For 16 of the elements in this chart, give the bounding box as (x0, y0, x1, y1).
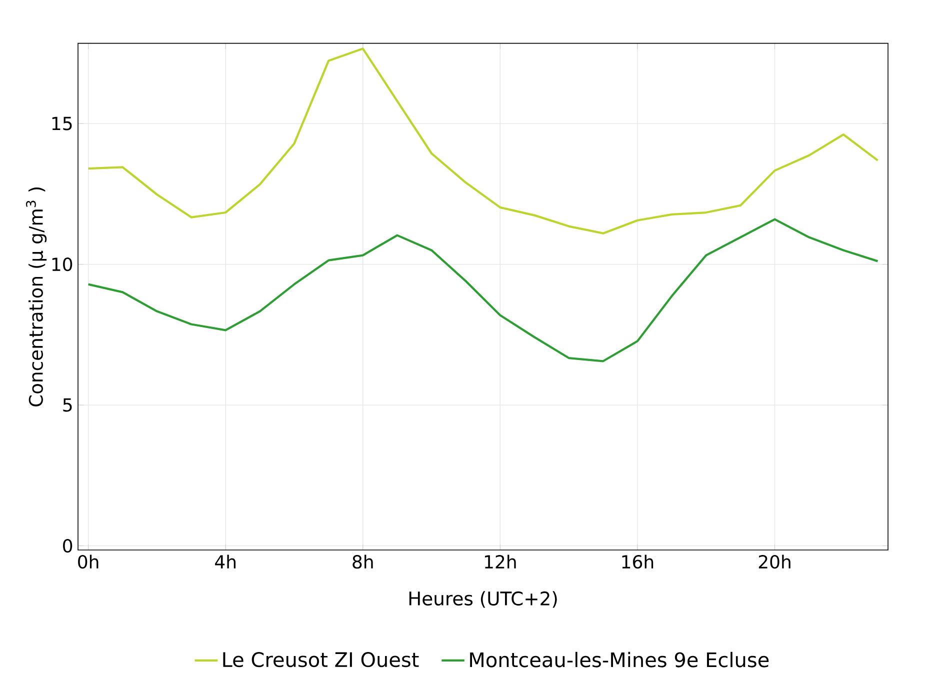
x-tick-label: 16h (622, 554, 654, 568)
x-axis-title: Heures (UTC+2) (409, 590, 557, 608)
y-tick-label: 0 (63, 538, 72, 552)
x-tick-label: 0h (78, 554, 98, 568)
legend-label: Le Creusot ZI Ouest (223, 652, 419, 667)
x-tick-label: 12h (485, 554, 516, 568)
y-tick-label: 15 (52, 116, 72, 130)
line-series (87, 47, 879, 234)
line-series (87, 218, 879, 362)
y-tick-label: 10 (52, 257, 72, 271)
y-axis-title: Concentration (µ g/m$^{3}$ ) (26, 187, 47, 406)
legend-label: Montceau-les-Mines 9e Ecluse (470, 652, 769, 668)
y-tick-label: 5 (63, 398, 72, 412)
x-tick-label: 8h (352, 554, 373, 568)
x-tick-label: 20h (758, 554, 790, 568)
x-tick-label: 4h (215, 554, 236, 568)
